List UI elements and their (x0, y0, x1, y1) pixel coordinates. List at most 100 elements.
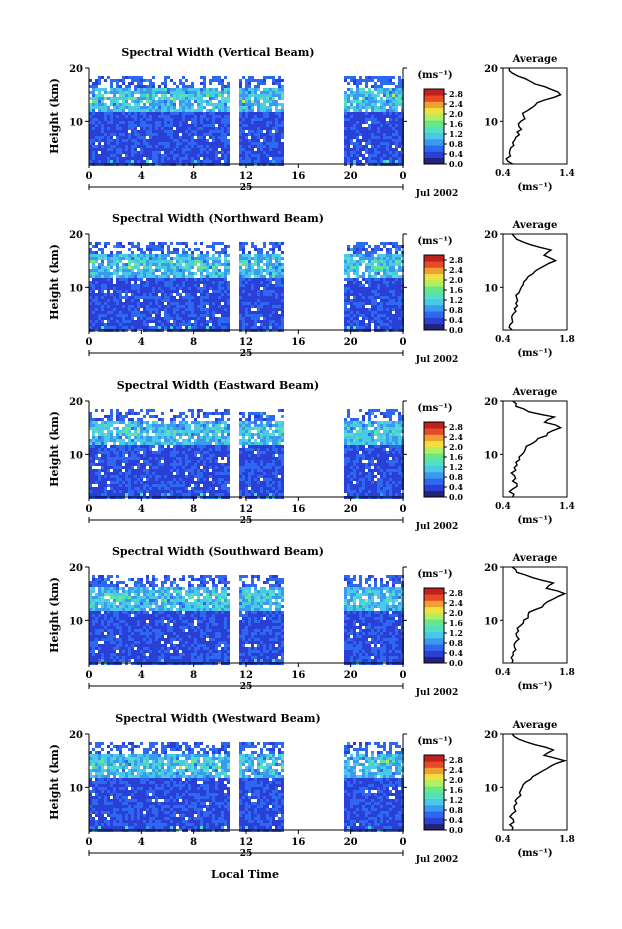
heatmap-cell (203, 281, 206, 284)
heatmap-cell (107, 433, 110, 436)
heatmap-cell (347, 245, 350, 248)
heatmap-cell (134, 454, 137, 457)
heatmap-cell (218, 296, 221, 299)
heatmap-cell (116, 302, 119, 305)
heatmap-cell (269, 112, 272, 115)
heatmap-cell (170, 91, 173, 94)
colorbar-segment (424, 95, 444, 102)
heatmap-cell (374, 272, 377, 275)
heatmap-cell (281, 311, 284, 314)
heatmap-cell (167, 296, 170, 299)
heatmap-cell (143, 484, 146, 487)
heatmap-cell (113, 287, 116, 290)
average-title: Average (512, 220, 558, 231)
heatmap-cell (137, 412, 140, 415)
heatmap-cell (239, 305, 242, 308)
heatmap-cell (239, 136, 242, 139)
heatmap-cell (257, 251, 260, 254)
heatmap-cell (221, 112, 224, 115)
heatmap-cell (266, 136, 269, 139)
heatmap-cell (221, 323, 224, 326)
heatmap-cell (131, 278, 134, 281)
heatmap-cell (251, 79, 254, 82)
heatmap-cell (107, 326, 110, 329)
heatmap-cell (239, 106, 242, 109)
heatmap-cell (215, 136, 218, 139)
heatmap-cell (122, 302, 125, 305)
heatmap-cell (272, 278, 275, 281)
heatmap-cell (140, 302, 143, 305)
heatmap-cell (239, 112, 242, 115)
heatmap-cell (113, 454, 116, 457)
heatmap-cell (170, 287, 173, 290)
heatmap-cell (266, 142, 269, 145)
heatmap-cell (185, 308, 188, 311)
heatmap-cell (110, 308, 113, 311)
heatmap-cell (215, 94, 218, 97)
heatmap-cell (179, 257, 182, 260)
heatmap-cell (152, 103, 155, 106)
heatmap-cell (161, 94, 164, 97)
heatmap-cell (146, 142, 149, 145)
heatmap-cell (149, 106, 152, 109)
heatmap-cell (95, 160, 98, 163)
heatmap-cell (227, 287, 230, 290)
heatmap-cell (200, 121, 203, 124)
heatmap-cell (95, 487, 98, 490)
heatmap-cell (209, 257, 212, 260)
heatmap-cell (260, 278, 263, 281)
heatmap-cell (239, 266, 242, 269)
heatmap-cell (143, 439, 146, 442)
heatmap-cell (383, 308, 386, 311)
heatmap-cell (275, 94, 278, 97)
heatmap-cell (227, 121, 230, 124)
heatmap-cell (218, 251, 221, 254)
heatmap-cell (347, 148, 350, 151)
heatmap-cell (212, 305, 215, 308)
heatmap-cell (248, 320, 251, 323)
heatmap-cell (254, 139, 257, 142)
heatmap-cell (389, 263, 392, 266)
heatmap-cell (266, 127, 269, 130)
heatmap-cell (395, 121, 398, 124)
heatmap-cell (119, 148, 122, 151)
heatmap-cell (191, 142, 194, 145)
heatmap-cell (206, 293, 209, 296)
heatmap-cell (104, 254, 107, 257)
heatmap-cell (362, 275, 365, 278)
heatmap-cell (389, 314, 392, 317)
heatmap-cell (122, 314, 125, 317)
heatmap-cell (248, 118, 251, 121)
heatmap-cell (386, 136, 389, 139)
heatmap-cell (194, 263, 197, 266)
colorbar-segment (424, 292, 444, 300)
heatmap-cell (200, 290, 203, 293)
heatmap-cell (188, 115, 191, 118)
heatmap-cell (389, 121, 392, 124)
heatmap-cell (131, 490, 134, 493)
heatmap-cell (281, 145, 284, 148)
heatmap-cell (101, 284, 104, 287)
heatmap-cell (206, 296, 209, 299)
heatmap-cell (155, 157, 158, 160)
heatmap-cell (122, 427, 125, 430)
heatmap-cell (140, 487, 143, 490)
x-tick-label: 20 (344, 171, 358, 182)
heatmap-cell (131, 290, 134, 293)
heatmap-cell (242, 317, 245, 320)
heatmap-cell (359, 154, 362, 157)
heatmap-cell (212, 248, 215, 251)
heatmap-cell (134, 130, 137, 133)
heatmap-cell (206, 127, 209, 130)
heatmap-cell (170, 272, 173, 275)
heatmap-cell (347, 290, 350, 293)
heatmap-cell (155, 305, 158, 308)
heatmap-cell (344, 272, 347, 275)
heatmap-cell (215, 302, 218, 305)
heatmap-cell (365, 314, 368, 317)
heatmap-cell (368, 272, 371, 275)
heatmap-cell (347, 127, 350, 130)
heatmap-cell (161, 266, 164, 269)
heatmap-cell (386, 109, 389, 112)
heatmap-cell (278, 305, 281, 308)
